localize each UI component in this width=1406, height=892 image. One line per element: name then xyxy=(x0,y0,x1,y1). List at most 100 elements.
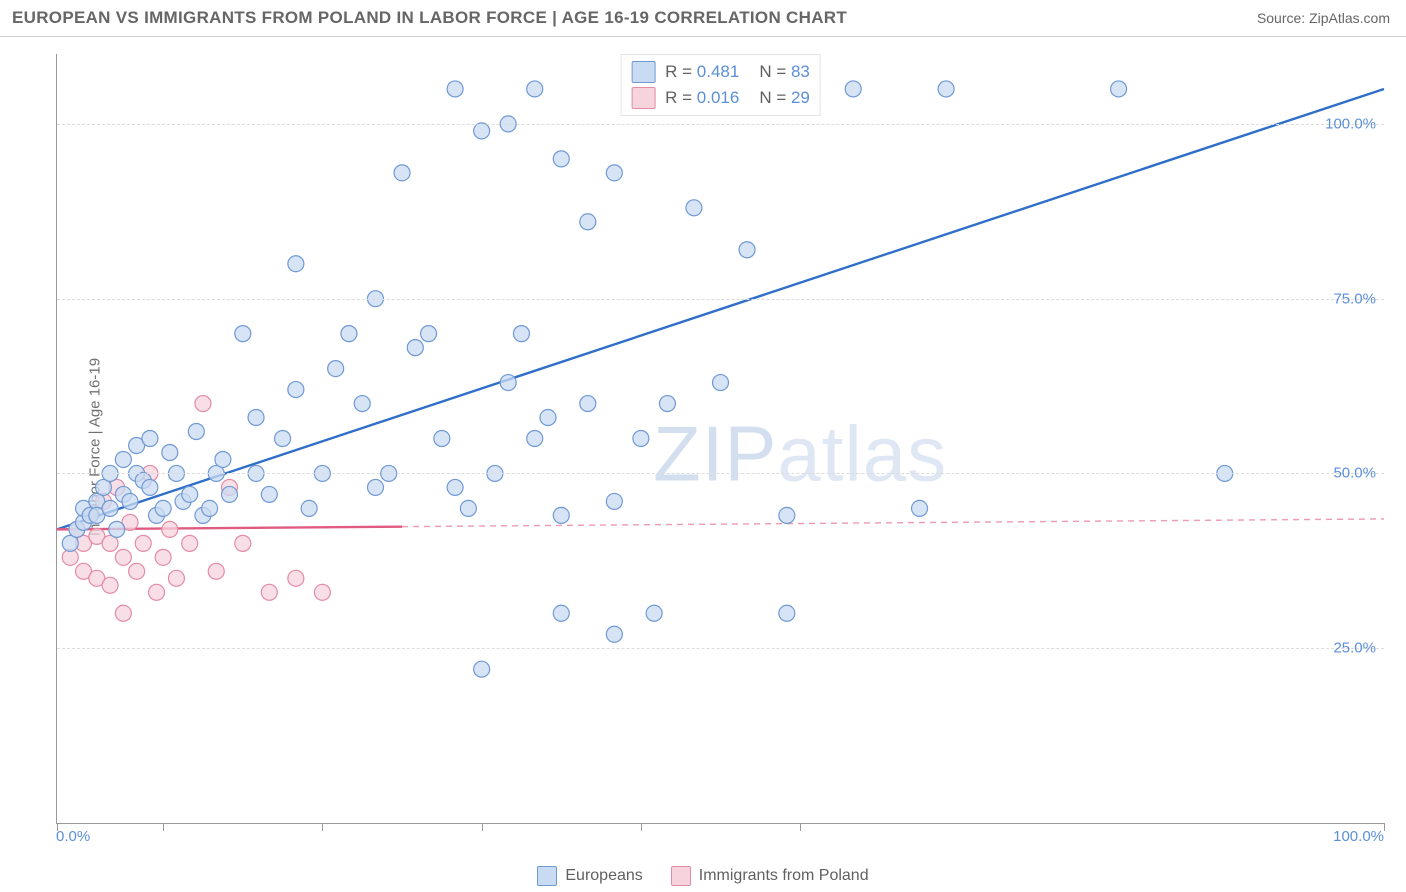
data-point xyxy=(779,507,795,523)
x-tick xyxy=(1384,823,1385,831)
data-point xyxy=(540,410,556,426)
data-point xyxy=(314,584,330,600)
data-point xyxy=(149,584,165,600)
plot-region: ZIPatlas R = 0.481N = 83R = 0.016N = 29 … xyxy=(56,54,1384,824)
data-point xyxy=(447,81,463,97)
gridline xyxy=(57,473,1384,474)
data-point xyxy=(135,535,151,551)
data-point xyxy=(739,242,755,258)
chart-header: EUROPEAN VS IMMIGRANTS FROM POLAND IN LA… xyxy=(0,0,1406,37)
data-point xyxy=(129,563,145,579)
data-point xyxy=(115,549,131,565)
data-point xyxy=(155,500,171,516)
data-point xyxy=(394,165,410,181)
r-label: R = 0.481 xyxy=(665,62,739,82)
data-point xyxy=(580,214,596,230)
data-point xyxy=(102,500,118,516)
data-point xyxy=(142,431,158,447)
data-point xyxy=(407,340,423,356)
data-point xyxy=(513,326,529,342)
data-point xyxy=(215,451,231,467)
data-point xyxy=(235,535,251,551)
data-point xyxy=(162,521,178,537)
legend-label: Immigrants from Poland xyxy=(699,867,869,885)
x-axis-max-label: 100.0% xyxy=(1333,828,1384,845)
data-point xyxy=(222,486,238,502)
data-point xyxy=(168,570,184,586)
y-tick-label: 50.0% xyxy=(1333,465,1376,482)
data-point xyxy=(182,535,198,551)
trend-line-dashed xyxy=(402,519,1384,527)
source-link[interactable]: ZipAtlas.com xyxy=(1309,10,1390,26)
r-label: R = 0.016 xyxy=(665,88,739,108)
source-attribution: Source: ZipAtlas.com xyxy=(1257,10,1390,26)
y-tick-label: 75.0% xyxy=(1333,290,1376,307)
plot-svg xyxy=(57,54,1384,823)
data-point xyxy=(606,493,622,509)
chart-title: EUROPEAN VS IMMIGRANTS FROM POLAND IN LA… xyxy=(12,8,847,28)
data-point xyxy=(845,81,861,97)
data-point xyxy=(713,375,729,391)
gridline xyxy=(57,299,1384,300)
data-point xyxy=(354,396,370,412)
data-point xyxy=(115,451,131,467)
data-point xyxy=(182,486,198,502)
gridline xyxy=(57,648,1384,649)
n-label: N = 83 xyxy=(759,62,810,82)
chart-area: In Labor Force | Age 16-19 ZIPatlas R = … xyxy=(0,42,1406,852)
data-point xyxy=(155,549,171,565)
data-point xyxy=(606,165,622,181)
data-point xyxy=(779,605,795,621)
data-point xyxy=(275,431,291,447)
series-legend: Europeans Immigrants from Poland xyxy=(0,866,1406,886)
correlation-legend-row: R = 0.481 N = 83 xyxy=(631,59,810,85)
y-tick-label: 100.0% xyxy=(1325,115,1376,132)
data-point xyxy=(261,486,277,502)
data-point xyxy=(367,479,383,495)
data-point xyxy=(195,396,211,412)
data-point xyxy=(208,563,224,579)
y-tick-label: 25.0% xyxy=(1333,640,1376,657)
legend-swatch xyxy=(631,61,655,83)
data-point xyxy=(686,200,702,216)
data-point xyxy=(500,375,516,391)
correlation-legend: R = 0.481 N = 83 R = 0.016N = 29 xyxy=(620,54,821,116)
data-point xyxy=(115,605,131,621)
data-point xyxy=(261,584,277,600)
source-prefix: Source: xyxy=(1257,10,1309,26)
data-point xyxy=(527,431,543,447)
data-point xyxy=(142,479,158,495)
data-point xyxy=(248,410,264,426)
data-point xyxy=(580,396,596,412)
data-point xyxy=(109,521,125,537)
data-point xyxy=(421,326,437,342)
data-point xyxy=(235,326,251,342)
data-point xyxy=(938,81,954,97)
data-point xyxy=(460,500,476,516)
x-axis-labels: 0.0% 100.0% xyxy=(56,828,1384,850)
legend-label: Europeans xyxy=(565,867,642,885)
data-point xyxy=(447,479,463,495)
data-point xyxy=(474,661,490,677)
data-point xyxy=(288,256,304,272)
data-point xyxy=(659,396,675,412)
legend-item: Immigrants from Poland xyxy=(671,866,869,886)
correlation-legend-row: R = 0.016N = 29 xyxy=(631,85,810,111)
data-point xyxy=(162,444,178,460)
data-point xyxy=(553,605,569,621)
data-point xyxy=(646,605,662,621)
data-point xyxy=(288,382,304,398)
data-point xyxy=(102,577,118,593)
data-point xyxy=(474,123,490,139)
data-point xyxy=(912,500,928,516)
data-point xyxy=(553,507,569,523)
trend-line xyxy=(57,89,1384,529)
x-axis-min-label: 0.0% xyxy=(56,828,90,845)
data-point xyxy=(341,326,357,342)
data-point xyxy=(633,431,649,447)
gridline xyxy=(57,124,1384,125)
data-point xyxy=(606,626,622,642)
data-point xyxy=(301,500,317,516)
legend-item: Europeans xyxy=(537,866,642,886)
data-point xyxy=(434,431,450,447)
